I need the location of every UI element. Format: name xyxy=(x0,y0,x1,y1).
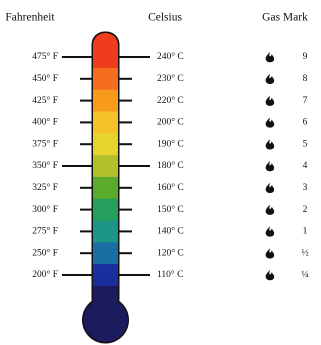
celsius-label: 230° C xyxy=(157,73,184,84)
celsius-label: 150° C xyxy=(157,204,184,215)
tube-segment xyxy=(93,242,118,264)
bulb xyxy=(84,298,128,342)
celsius-label: 180° C xyxy=(157,160,184,171)
fahrenheit-label: 375° F xyxy=(32,138,58,149)
flame-icon xyxy=(266,117,275,127)
tube-segment xyxy=(93,177,118,199)
celsius-label: 120° C xyxy=(157,247,184,258)
fahrenheit-label: 350° F xyxy=(32,160,58,171)
fahrenheit-label: 450° F xyxy=(32,73,58,84)
tube-segment xyxy=(93,221,118,243)
tube-segment xyxy=(93,264,118,286)
fahrenheit-label: 300° F xyxy=(32,204,58,215)
celsius-label: 160° C xyxy=(157,182,184,193)
flame-icon xyxy=(266,74,275,84)
tube-segment xyxy=(93,50,118,68)
flame-icon xyxy=(266,183,275,193)
gas-mark-label: 8 xyxy=(303,74,308,84)
celsius-label: 240° C xyxy=(157,51,184,62)
gas-mark-label: ½ xyxy=(301,247,308,258)
tube-segment xyxy=(93,199,118,221)
fahrenheit-label: 275° F xyxy=(32,226,58,237)
gas-mark-label: 4 xyxy=(303,161,308,171)
tube-segment xyxy=(93,155,118,177)
celsius-label: 110° C xyxy=(157,269,183,280)
celsius-header: Celsius xyxy=(148,12,182,24)
gas-mark-label: ¼ xyxy=(301,270,308,280)
flame-icon xyxy=(266,248,275,258)
fahrenheit-label: 400° F xyxy=(32,117,58,128)
flame-icon xyxy=(266,52,275,62)
flame-icon xyxy=(266,96,275,106)
gas-mark-label: 6 xyxy=(303,118,308,128)
gas-mark-label: 2 xyxy=(303,205,308,215)
celsius-label: 220° C xyxy=(157,95,184,106)
gas-mark-label: 7 xyxy=(303,96,308,106)
fahrenheit-label: 425° F xyxy=(32,95,58,106)
gas-mark-header: Gas Mark xyxy=(262,12,308,24)
gas-mark-label: 9 xyxy=(303,52,308,62)
oven-temperature-chart: Fahrenheit Celsius Gas Mark 475° F 240° C… xyxy=(0,0,321,345)
fahrenheit-header: Fahrenheit xyxy=(5,12,55,24)
tube-segment xyxy=(93,112,118,134)
flame-icon xyxy=(266,161,275,171)
flame-icon xyxy=(266,139,275,149)
flame-icon xyxy=(266,226,275,236)
flame-icon xyxy=(266,205,275,215)
fahrenheit-label: 200° F xyxy=(32,269,58,280)
tube-segment xyxy=(93,68,118,90)
fahrenheit-label: 325° F xyxy=(32,182,58,193)
gas-mark-label: 3 xyxy=(303,183,308,193)
tube-segment xyxy=(93,90,118,112)
celsius-label: 200° C xyxy=(157,117,184,128)
celsius-label: 190° C xyxy=(157,138,184,149)
fahrenheit-label: 250° F xyxy=(32,247,58,258)
tube-segment xyxy=(93,133,118,155)
celsius-label: 140° C xyxy=(157,226,184,237)
flame-icon xyxy=(266,270,275,280)
gas-mark-label: 5 xyxy=(303,139,308,149)
fahrenheit-label: 475° F xyxy=(32,51,58,62)
gas-mark-label: 1 xyxy=(303,227,308,237)
